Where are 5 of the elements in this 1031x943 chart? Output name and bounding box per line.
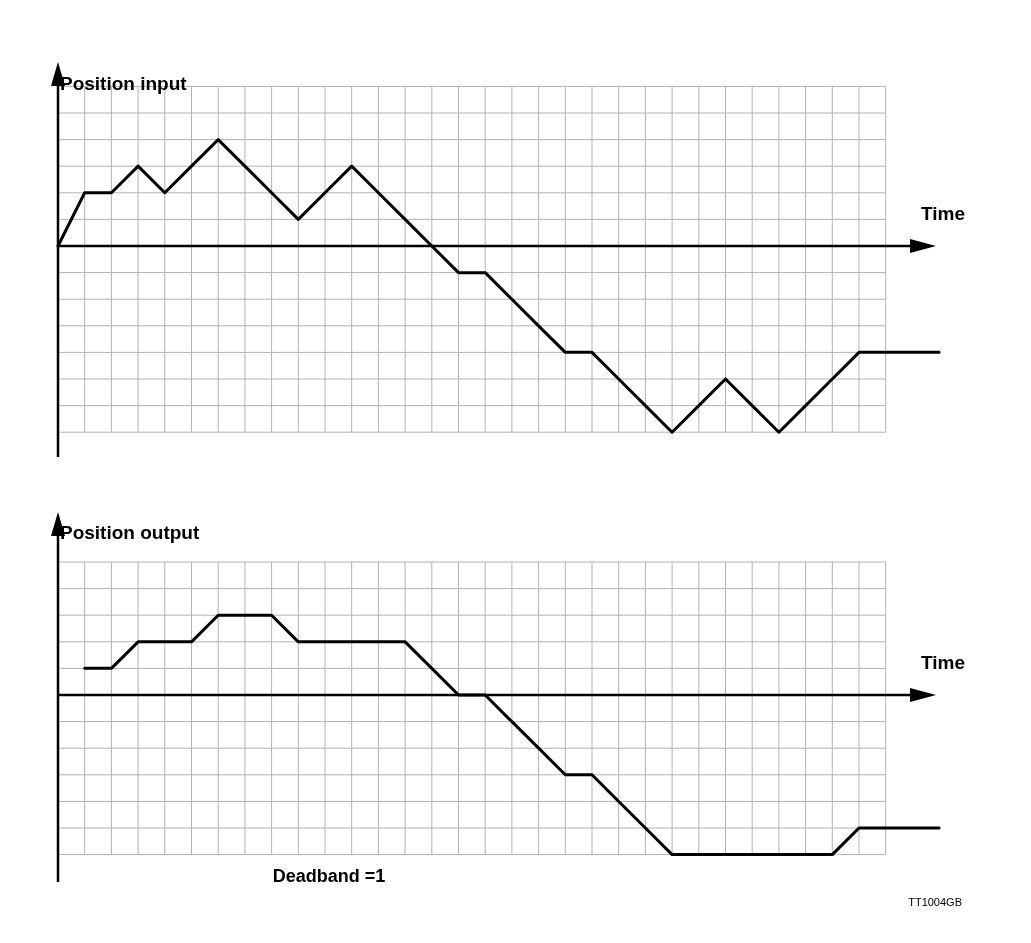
x-axis-title: Time	[920, 652, 965, 673]
y-axis-title: Position input	[60, 73, 188, 94]
x-axis-title: Time	[920, 203, 965, 224]
text: Deadband =1	[272, 866, 386, 886]
text: TT1004GB	[908, 896, 962, 908]
